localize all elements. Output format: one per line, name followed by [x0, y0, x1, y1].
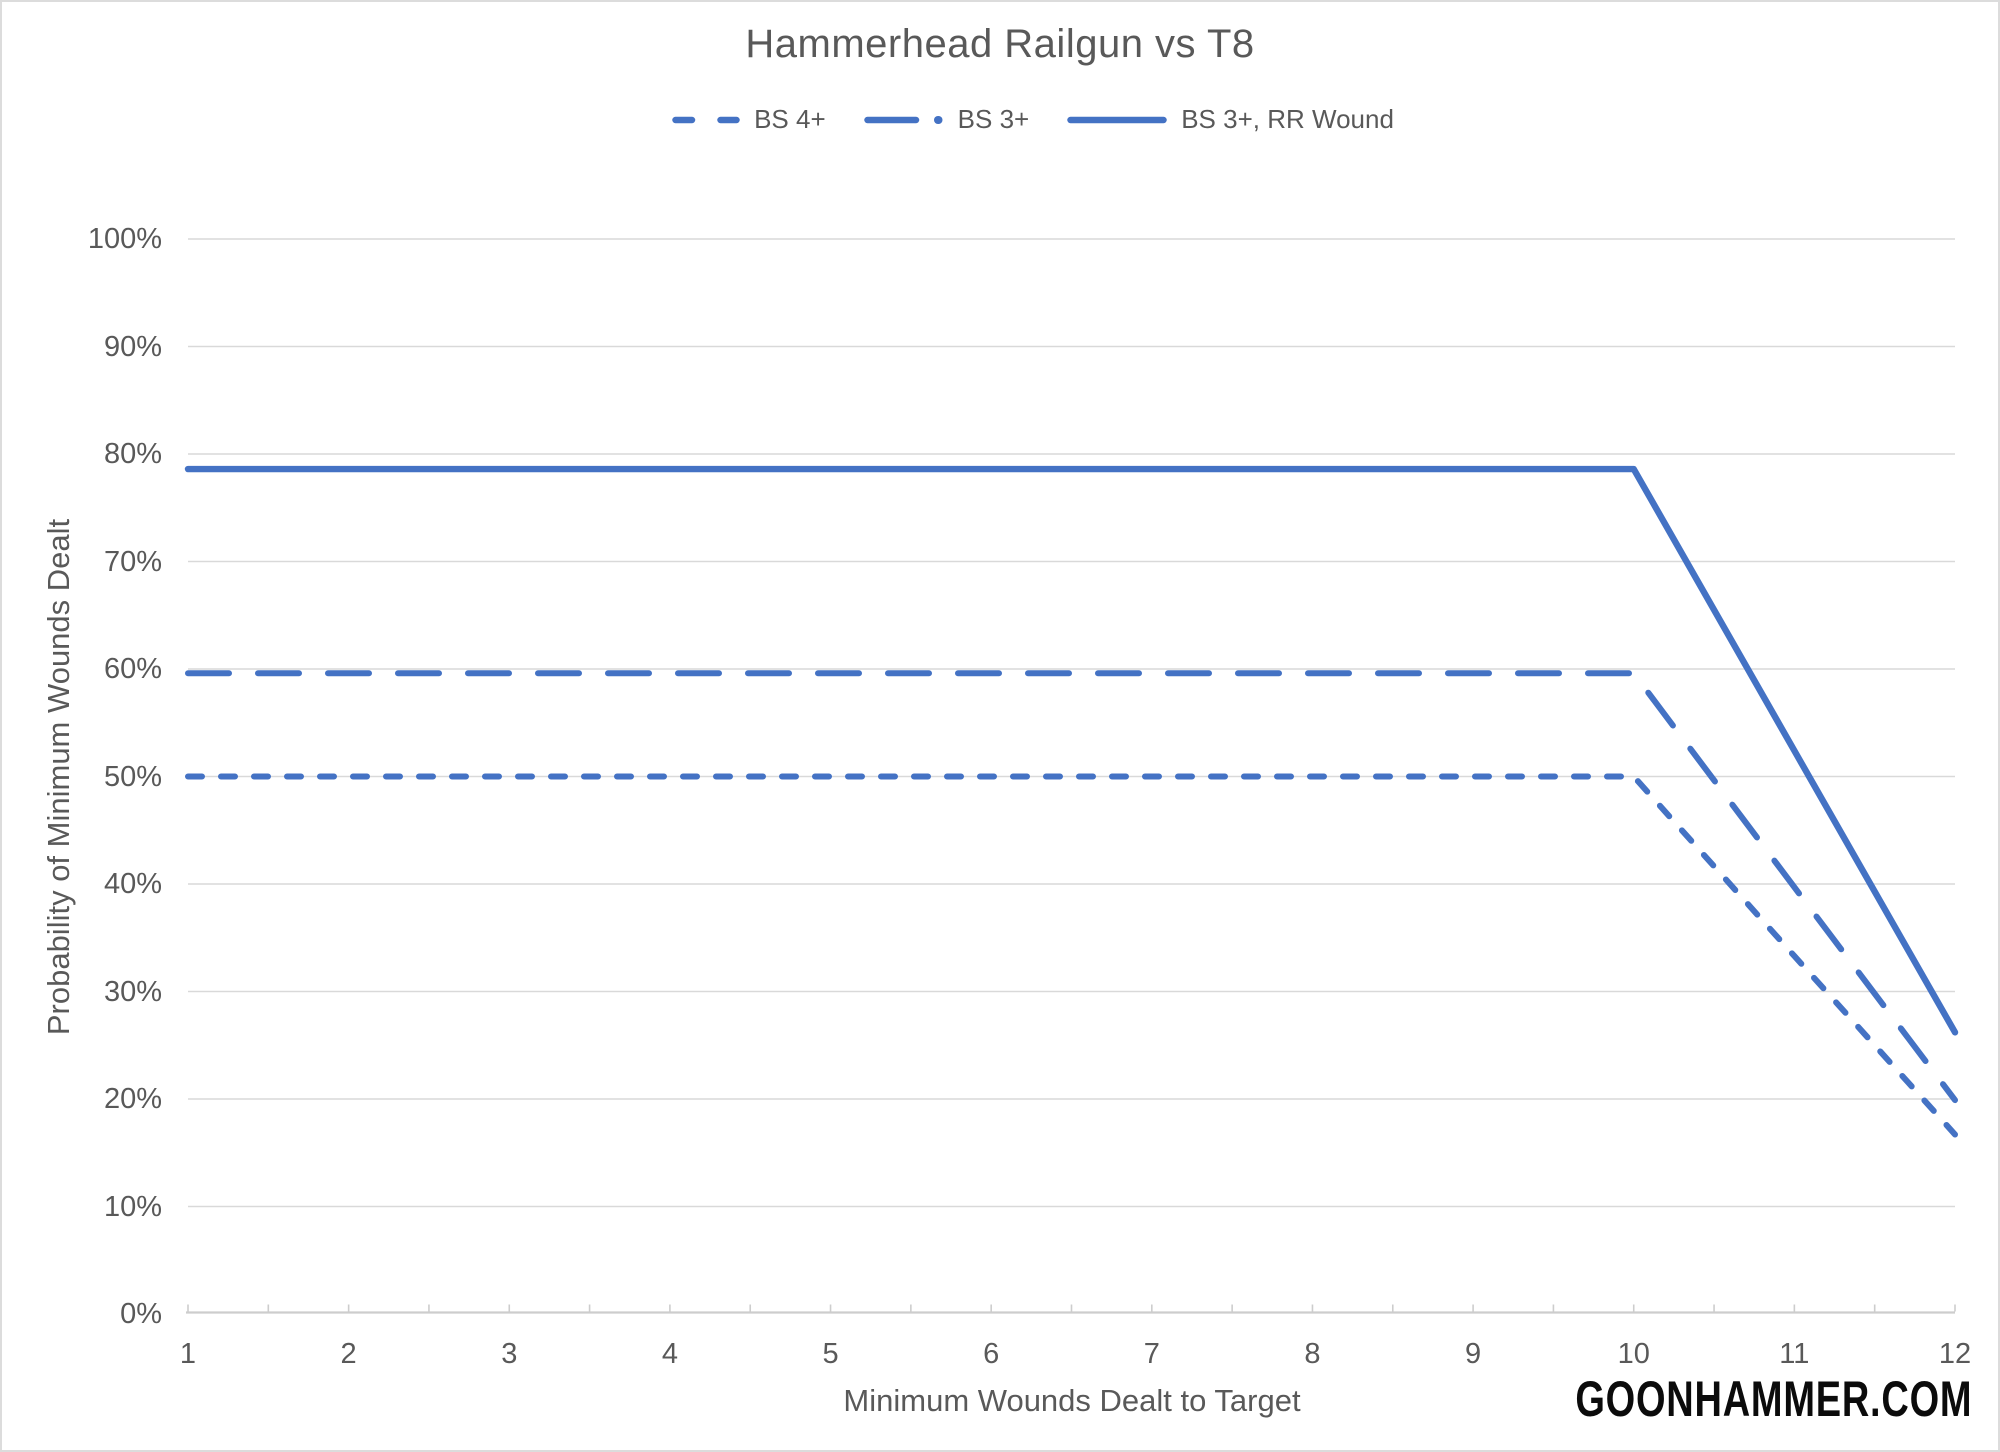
x-tick-label: 6: [983, 1338, 1000, 1370]
watermark: GOONHAMMER.COM: [1575, 1371, 1972, 1427]
y-tick-label: 100%: [87, 223, 162, 255]
legend-item-bs-3-rr-wound: BS 3+, RR Wound: [1067, 104, 1394, 135]
y-tick-label: 80%: [103, 438, 162, 470]
series-line-bs-3-rr-wound: [184, 465, 1959, 1036]
x-tick-label: 3: [501, 1338, 518, 1370]
x-tick-label: 8: [1304, 1338, 1321, 1370]
x-tick-label: 11: [1779, 1338, 1810, 1370]
y-tick-label: 10%: [103, 1190, 162, 1223]
legend-item-bs-3: BS 3+: [863, 104, 1030, 135]
legend-item-bs-4: BS 4+: [672, 104, 826, 135]
legend-label: BS 4+: [754, 104, 826, 134]
y-tick-label: 70%: [103, 545, 162, 578]
legend-swatch-solid: [1067, 116, 1167, 123]
x-tick-label: 4: [661, 1338, 678, 1370]
y-tick-label: 20%: [103, 1083, 162, 1115]
y-tick-label: 30%: [103, 975, 162, 1008]
y-tick-label: 0%: [120, 1298, 162, 1330]
y-tick-label: 50%: [103, 760, 162, 793]
legend: BS 4+ BS 3+ BS 3+, RR Wound: [2, 104, 1998, 135]
legend-swatch-short-dash: [672, 116, 740, 123]
legend-label: BS 3+: [957, 104, 1030, 134]
y-axis-title: Probability of Minimum Wounds Dealt: [41, 518, 76, 1036]
chart-title: Hammerhead Railgun vs T8: [745, 22, 1255, 66]
series-line-bs-4: [185, 773, 1958, 1138]
x-tick-label: 12: [1938, 1338, 1972, 1370]
series-line-bs-3: [185, 670, 1958, 1104]
y-tick-label: 60%: [103, 653, 162, 685]
legend-swatch-long-dash: [863, 115, 943, 124]
x-tick-label: 10: [1617, 1338, 1650, 1370]
y-tick-label: 90%: [103, 330, 162, 363]
x-tick-label: 5: [822, 1338, 839, 1370]
x-axis-title: Minimum Wounds Dealt to Target: [843, 1383, 1301, 1418]
x-tick-label: 1: [179, 1338, 197, 1370]
legend-label: BS 3+, RR Wound: [1181, 104, 1394, 134]
y-tick-label: 40%: [103, 868, 162, 900]
x-tick-label: 9: [1465, 1338, 1482, 1370]
x-tick-label: 7: [1143, 1338, 1160, 1370]
x-tick-label: 2: [340, 1338, 357, 1370]
